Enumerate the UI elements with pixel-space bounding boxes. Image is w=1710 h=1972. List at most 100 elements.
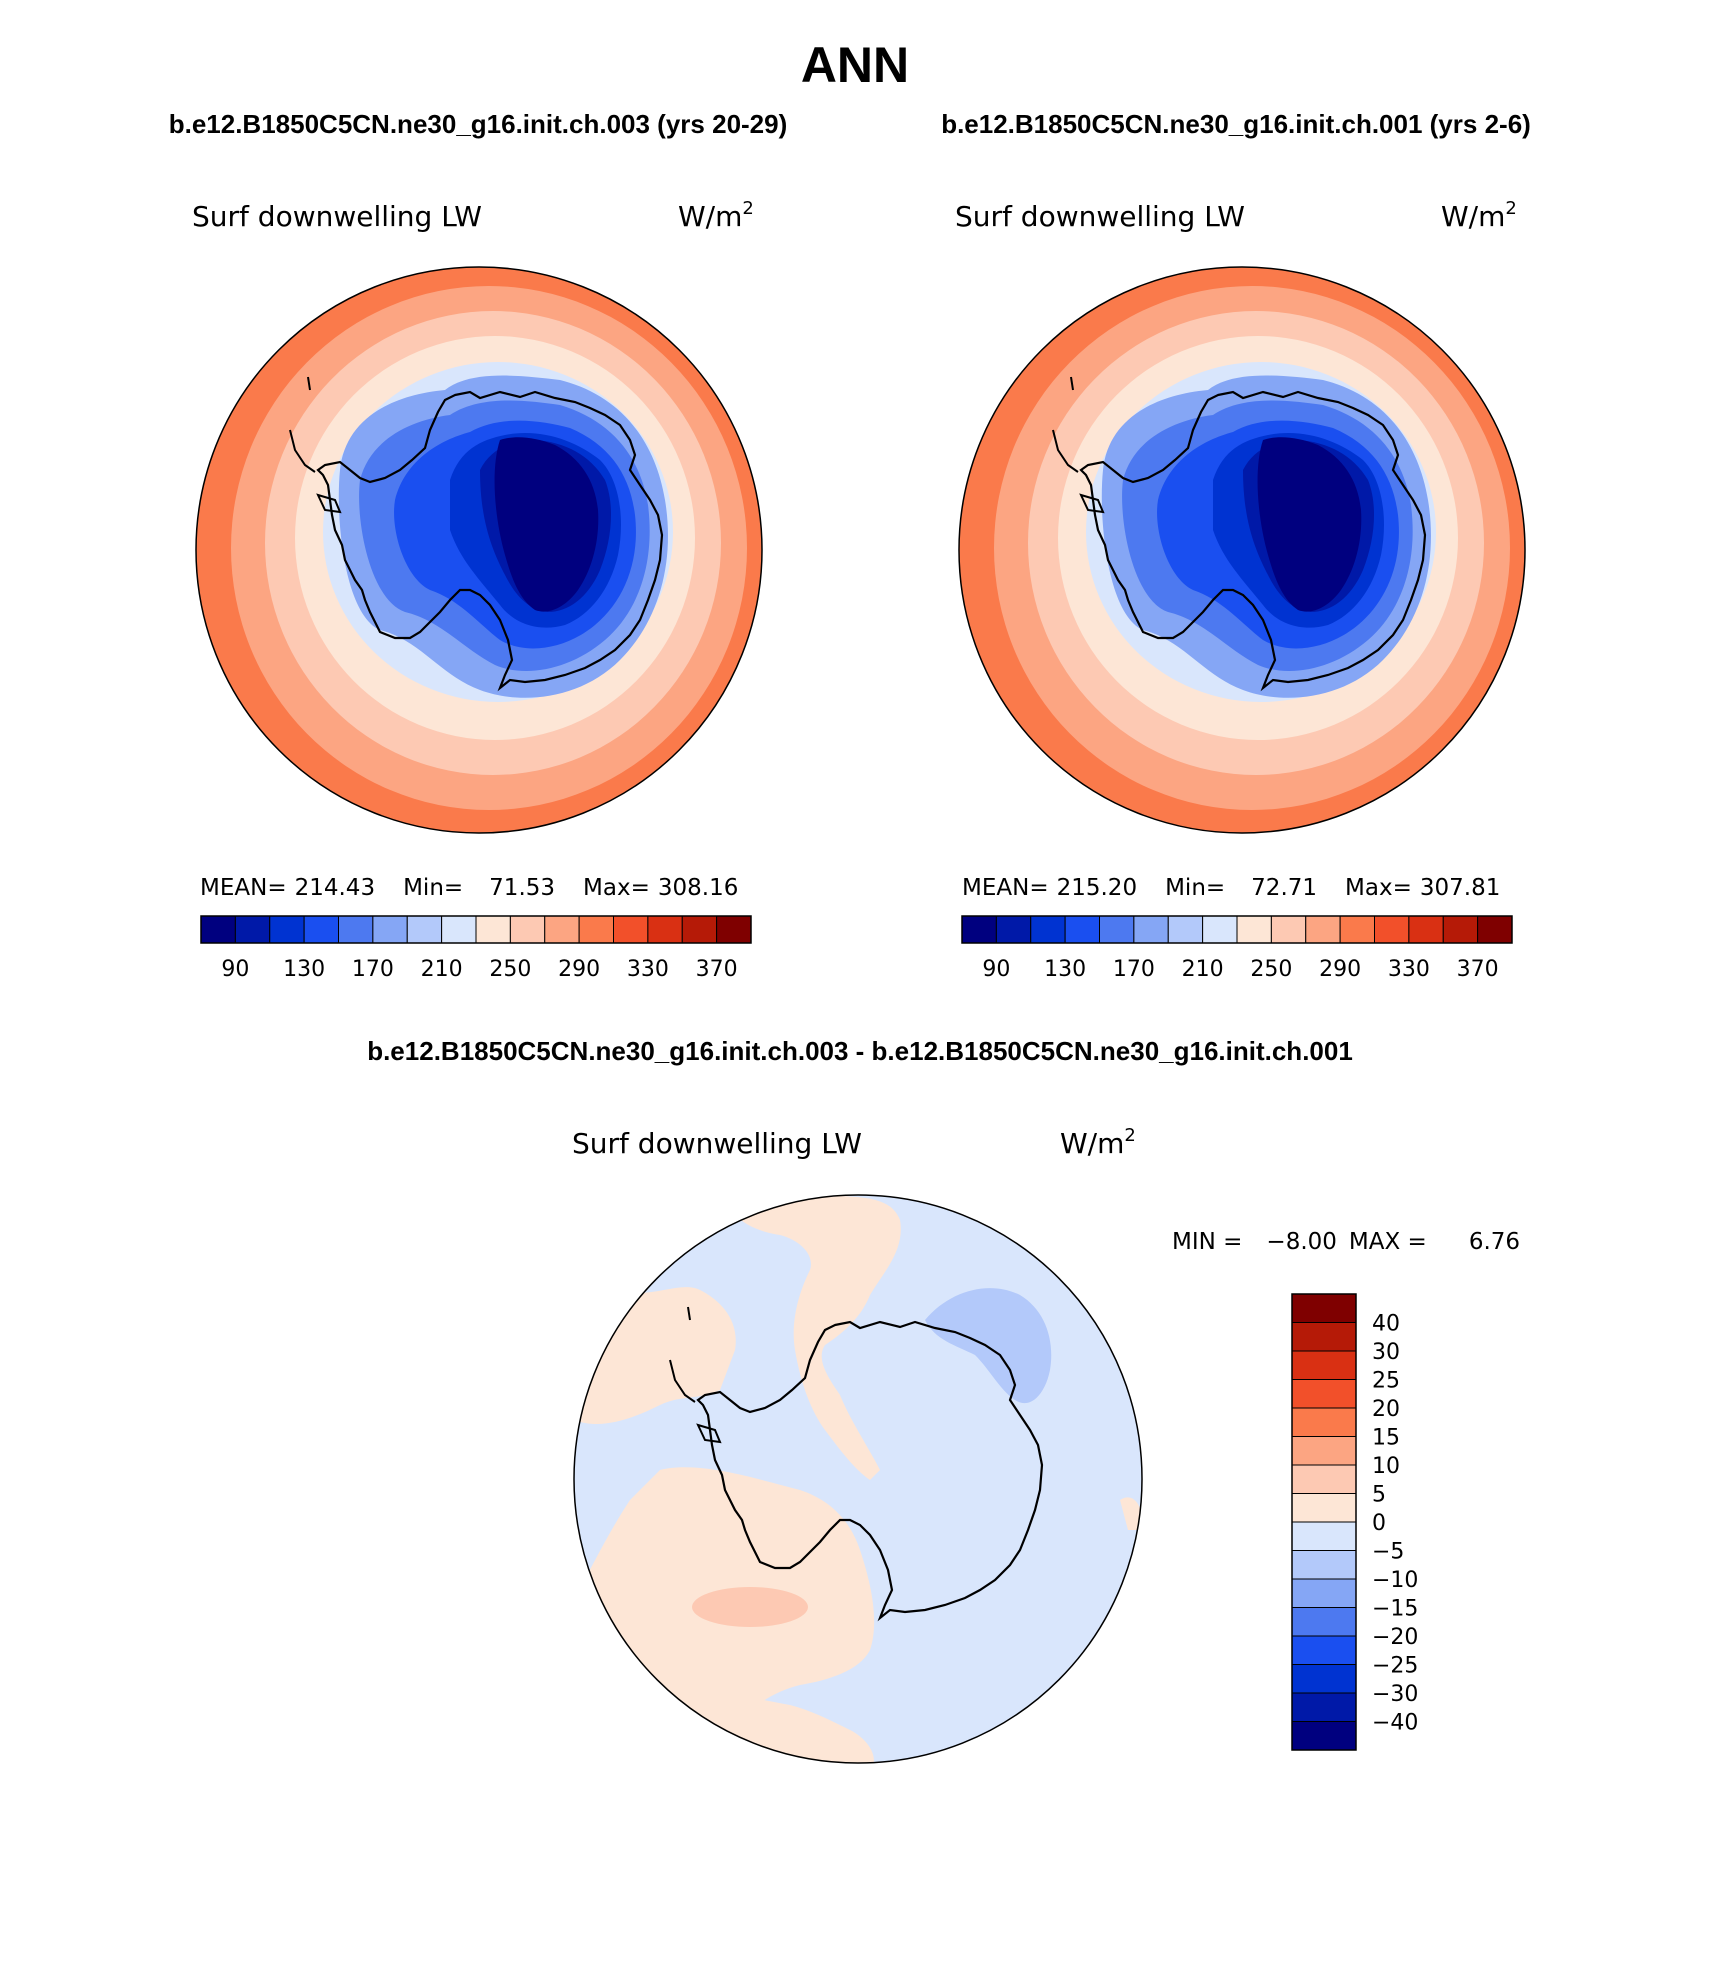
left-panel: Surf downwelling LW W/m2 MEAN= 214.43 Min=…: [192, 198, 763, 982]
left-stats: MEAN= 214.43 Min= 71.53 Max= 308.16: [200, 875, 738, 901]
right-variable-label: Surf downwelling LW: [955, 200, 1245, 233]
left-colorbar-swatch: [441, 915, 477, 944]
right-colorbar-tick-label: 90: [982, 957, 1010, 982]
right-colorbar-swatch: [1270, 915, 1307, 944]
left-colorbar-swatch: [406, 915, 443, 944]
diff-colorbar-swatch: [1291, 1493, 1357, 1523]
right-colorbar-swatch: [1167, 915, 1204, 944]
left-colorbar-swatch: [578, 915, 614, 944]
left-colorbar-swatch: [234, 915, 271, 944]
diff-colorbar-swatch: [1291, 1293, 1357, 1323]
right-colorbar: 90 130 170 210 250 290 330 370: [961, 915, 1513, 982]
right-colorbar-swatch: [1442, 915, 1479, 944]
right-colorbar-swatch: [1374, 915, 1410, 944]
right-colorbar-swatch: [995, 915, 1032, 944]
diff-colorbar-tick-label: 40: [1372, 1312, 1400, 1337]
diff-colorbar-tick-label: −40: [1372, 1711, 1418, 1736]
right-colorbar-swatch: [961, 915, 997, 944]
left-colorbar-swatch: [613, 915, 649, 944]
left-variable-label: Surf downwelling LW: [192, 200, 482, 233]
diff-colorbar-swatch: [1291, 1464, 1357, 1494]
left-colorbar-swatch: [269, 915, 305, 944]
right-colorbar-swatch: [1202, 915, 1238, 944]
right-map: [959, 267, 1525, 833]
left-colorbar-swatch: [200, 915, 236, 944]
right-colorbar-swatch: [1339, 915, 1375, 944]
diff-colorbar-tick-label: −15: [1372, 1597, 1418, 1622]
right-colorbar-tick-label: 290: [1319, 957, 1361, 982]
right-colorbar-swatch: [1408, 915, 1444, 944]
left-map: [196, 267, 762, 833]
left-colorbar-swatch: [303, 915, 339, 944]
left-colorbar-swatch: [338, 915, 374, 944]
diff-variable-label: Surf downwelling LW: [572, 1127, 862, 1160]
left-colorbar-swatch: [647, 915, 683, 944]
right-colorbar-tick-label: 130: [1044, 957, 1086, 982]
diff-stats: MIN = −8.00 MAX = 6.76: [1172, 1229, 1520, 1255]
diff-colorbar-tick-label: −5: [1372, 1540, 1404, 1565]
right-stats: MEAN= 215.20 Min= 72.71 Max= 307.81: [962, 875, 1500, 901]
left-colorbar-swatch: [509, 915, 546, 944]
right-units-label: W/m2: [1441, 198, 1517, 233]
diff-colorbar-tick-label: 15: [1372, 1426, 1400, 1451]
diff-colorbar-tick-label: −20: [1372, 1625, 1418, 1650]
right-colorbar-tick-label: 330: [1388, 957, 1430, 982]
figure-title: ANN: [801, 37, 909, 93]
diff-colorbar-swatch: [1291, 1407, 1357, 1437]
right-colorbar-tick-label: 370: [1457, 957, 1499, 982]
diff-colorbar-swatch: [1291, 1664, 1357, 1694]
left-colorbar-tick-label: 90: [221, 957, 249, 982]
left-case-title: b.e12.B1850C5CN.ne30_g16.init.ch.003 (yr…: [169, 109, 788, 139]
left-colorbar-tick-label: 130: [283, 957, 325, 982]
diff-colorbar-tick-label: 20: [1372, 1397, 1400, 1422]
diff-colorbar-swatch: [1291, 1350, 1357, 1380]
diff-colorbar-swatch: [1291, 1607, 1357, 1637]
diff-colorbar-tick-label: −10: [1372, 1568, 1418, 1593]
diff-colorbar-tick-label: −25: [1372, 1654, 1418, 1679]
right-colorbar-swatch: [1236, 915, 1272, 944]
right-colorbar-tick-label: 250: [1250, 957, 1292, 982]
left-colorbar-swatch: [475, 915, 511, 944]
diff-colorbar-swatch: [1291, 1721, 1357, 1751]
diff-colorbar-swatch: [1291, 1521, 1357, 1551]
diff-colorbar-tick-label: −30: [1372, 1682, 1418, 1707]
diff-units-label: W/m2: [1060, 1125, 1136, 1160]
diff-colorbar-tick-label: 25: [1372, 1369, 1400, 1394]
left-colorbar-tick-label: 370: [696, 957, 738, 982]
diff-colorbar-swatch: [1291, 1635, 1357, 1665]
right-colorbar-swatch: [1305, 915, 1341, 944]
diff-colorbar-swatch: [1291, 1436, 1357, 1466]
diff-colorbar-swatch: [1291, 1578, 1357, 1608]
right-colorbar-swatch: [1477, 915, 1513, 944]
diff-colorbar-swatch: [1291, 1550, 1357, 1580]
left-colorbar-swatch: [681, 915, 718, 944]
left-units-label: W/m2: [678, 198, 754, 233]
right-colorbar-tick-label: 170: [1113, 957, 1155, 982]
diff-colorbar-tick-label: 30: [1372, 1340, 1400, 1365]
right-panel: Surf downwelling LW W/m2 MEAN= 215.20 Min=…: [955, 198, 1526, 982]
right-colorbar-swatch: [1133, 915, 1169, 944]
left-colorbar-swatch: [372, 915, 408, 944]
diff-panel: Surf downwelling LW W/m2 MIN = −8.00 MAX =…: [572, 1125, 1520, 1764]
diff-colorbar: 40 30 25 20 15 10 5 0 −5 −10 −15 −20 −25 −30 −40: [1291, 1293, 1418, 1751]
left-colorbar-swatch: [544, 915, 580, 944]
right-colorbar-swatch: [1030, 915, 1066, 944]
diff-colorbar-swatch: [1291, 1692, 1357, 1722]
right-colorbar-tick-label: 210: [1182, 957, 1224, 982]
diff-case-title: b.e12.B1850C5CN.ne30_g16.init.ch.003 - b…: [367, 1036, 1353, 1066]
left-colorbar: 90 130 170 210 250 290 330 370: [200, 915, 752, 982]
left-colorbar-swatch: [716, 915, 752, 944]
diff-colorbar-swatch: [1291, 1322, 1357, 1352]
diff-colorbar-tick-label: 5: [1372, 1483, 1386, 1508]
diff-colorbar-swatch: [1291, 1379, 1357, 1409]
right-colorbar-swatch: [1099, 915, 1135, 944]
right-colorbar-swatch: [1064, 915, 1100, 944]
diff-colorbar-tick-label: 0: [1372, 1511, 1386, 1536]
left-colorbar-tick-label: 330: [627, 957, 669, 982]
left-colorbar-tick-label: 210: [421, 957, 463, 982]
left-colorbar-tick-label: 250: [489, 957, 531, 982]
left-colorbar-tick-label: 170: [352, 957, 394, 982]
left-colorbar-tick-label: 290: [558, 957, 600, 982]
diff-colorbar-tick-label: 10: [1372, 1454, 1400, 1479]
